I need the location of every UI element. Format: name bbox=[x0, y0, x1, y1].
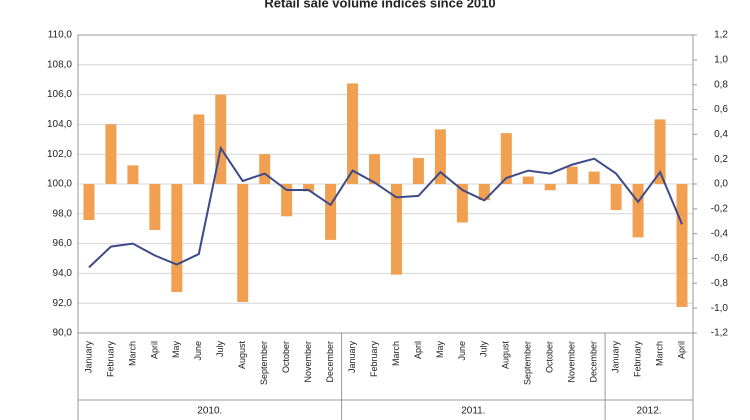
bar bbox=[237, 184, 249, 302]
bar bbox=[390, 184, 402, 275]
bar bbox=[369, 154, 381, 184]
bar bbox=[325, 184, 337, 240]
bar bbox=[412, 157, 424, 184]
x-tick-label: July bbox=[479, 341, 489, 358]
bar bbox=[676, 184, 688, 307]
line bbox=[88, 145, 683, 269]
y-tick-label: 108,0 bbox=[47, 59, 72, 70]
bar bbox=[127, 165, 139, 184]
plot-frame bbox=[77, 34, 694, 334]
bar bbox=[171, 184, 183, 293]
y-tick-label: 96,0 bbox=[53, 238, 73, 249]
y-tick-label: 104,0 bbox=[47, 119, 72, 130]
bar bbox=[281, 184, 293, 217]
y2-tick-label: 0,2 bbox=[714, 154, 728, 165]
bar bbox=[347, 83, 359, 184]
y2-tick-label: 0,6 bbox=[714, 104, 728, 115]
y2-tick-label: 0,8 bbox=[714, 79, 728, 90]
bar bbox=[149, 184, 161, 230]
group-label: 2011. bbox=[461, 406, 485, 417]
x-tick-label: February bbox=[632, 341, 642, 378]
group-label: 2012. bbox=[637, 406, 662, 417]
y-tick-label: 90,0 bbox=[53, 328, 73, 339]
y2-tick-label: 0,4 bbox=[714, 129, 728, 140]
bar bbox=[588, 171, 600, 184]
x-tick-label: February bbox=[369, 341, 379, 378]
y2-tick-label: -0,4 bbox=[711, 228, 729, 239]
x-tick-label: August bbox=[237, 341, 247, 370]
y-tick-label: 110,0 bbox=[48, 30, 73, 41]
y-tick-label: 92,0 bbox=[53, 298, 73, 309]
x-tick-label: December bbox=[589, 341, 599, 383]
y-tick-label: 98,0 bbox=[53, 208, 73, 219]
x-tick-label: June bbox=[193, 341, 203, 361]
y2-tick-label: -1,0 bbox=[711, 303, 729, 314]
x-tick-label: January bbox=[347, 341, 357, 374]
x-tick-label: October bbox=[281, 341, 291, 373]
bar bbox=[193, 114, 205, 184]
y-tick-label: 94,0 bbox=[53, 268, 73, 279]
bar bbox=[610, 184, 622, 211]
x-tick-label: October bbox=[545, 341, 555, 373]
group-label: 2010. bbox=[197, 406, 222, 417]
y-tick-label: 102,0 bbox=[47, 149, 72, 160]
x-tick-label: March bbox=[391, 341, 401, 366]
bar bbox=[522, 176, 534, 184]
y2-tick-label: 1,2 bbox=[714, 30, 728, 41]
x-tick-label: March bbox=[654, 341, 664, 366]
bar bbox=[500, 133, 512, 184]
y2-tick-label: 1,0 bbox=[714, 54, 728, 65]
x-tick-label: April bbox=[149, 341, 159, 359]
bar bbox=[259, 154, 271, 184]
x-tick-label: May bbox=[435, 341, 445, 359]
y2-tick-label: 0,0 bbox=[714, 179, 728, 190]
x-tick-label: January bbox=[611, 341, 621, 374]
y2-tick-label: -0,6 bbox=[711, 253, 729, 264]
x-tick-label: April bbox=[413, 341, 423, 359]
y-tick-label: 106,0 bbox=[47, 89, 72, 100]
bar bbox=[83, 184, 95, 221]
bar bbox=[566, 166, 578, 184]
x-tick-label: May bbox=[171, 341, 181, 359]
bar bbox=[632, 184, 644, 238]
y-tick-label: 100,0 bbox=[47, 179, 72, 190]
x-tick-label: September bbox=[523, 341, 533, 385]
y2-tick-label: -1,2 bbox=[711, 328, 729, 339]
x-tick-label: November bbox=[303, 341, 313, 383]
x-tick-label: December bbox=[325, 341, 335, 383]
bar bbox=[544, 184, 556, 191]
bar bbox=[654, 119, 666, 184]
x-tick-label: November bbox=[567, 341, 577, 383]
bar bbox=[478, 184, 490, 201]
x-tick-label: March bbox=[127, 341, 137, 366]
x-tick-label: September bbox=[259, 341, 269, 385]
x-tick-label: January bbox=[83, 341, 93, 374]
bar bbox=[434, 129, 446, 184]
y2-tick-label: -0,8 bbox=[711, 278, 729, 289]
bar bbox=[303, 184, 315, 192]
x-tick-label: February bbox=[105, 341, 115, 378]
bar bbox=[456, 184, 468, 223]
x-tick-label: August bbox=[501, 341, 511, 370]
bar bbox=[215, 94, 227, 184]
x-tick-label: April bbox=[676, 341, 686, 359]
x-tick-label: June bbox=[457, 341, 467, 361]
y2-tick-label: -0,2 bbox=[711, 203, 729, 214]
chart-title: Retail sale volume indices since 2010 bbox=[264, 0, 495, 10]
bar bbox=[105, 124, 117, 184]
x-tick-label: July bbox=[215, 341, 225, 358]
